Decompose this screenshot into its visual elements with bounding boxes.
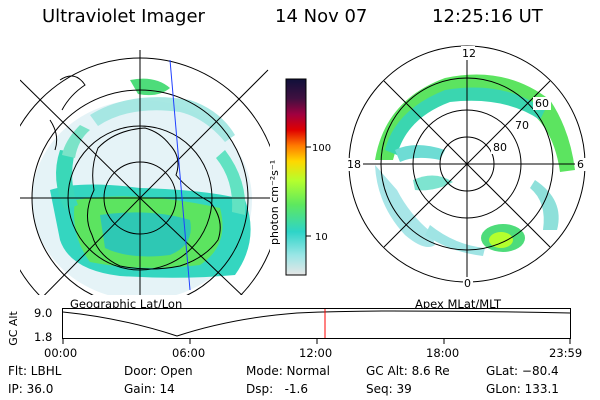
altitude-xtick-1800: 18:00 <box>426 346 460 360</box>
auroral-emission-geographic <box>32 78 252 295</box>
mlt-label-18: 18 <box>347 158 361 171</box>
altitude-plot <box>62 308 571 344</box>
colorbar-unit-label: photon cm⁻²s⁻¹ <box>268 160 281 245</box>
altitude-ylabel: GC Alt <box>6 311 20 346</box>
altitude-ytick-9: 9.0 <box>34 306 53 320</box>
magnetic-caption: Apex MLat/MLT <box>415 297 502 311</box>
status-mode: Mode: Normal <box>246 364 330 378</box>
time-label: 12:25:16 UT <box>432 6 543 27</box>
status-ip: IP: 36.0 <box>8 382 54 396</box>
altitude-xtick-0600: 06:00 <box>172 346 206 360</box>
instrument-title: Ultraviolet Imager <box>42 6 205 27</box>
coastline <box>87 127 221 270</box>
altitude-curve <box>62 310 571 337</box>
status-door: Door: Open <box>124 364 193 378</box>
status-glat: GLat: −80.4 <box>486 364 559 378</box>
orbit-track <box>169 59 191 291</box>
magnetic-image-panel: 12 18 6 0 60 70 80 <box>345 45 587 290</box>
mlt-grid <box>349 46 585 282</box>
altitude-ytick-1-8: 1.8 <box>34 330 53 344</box>
mlt-label-0: 0 <box>464 277 471 290</box>
status-gc-alt: GC Alt: 8.6 Re <box>366 364 450 378</box>
mlat-label-60: 60 <box>535 97 549 110</box>
mlt-label-6: 6 <box>577 158 584 171</box>
altitude-plot-frame <box>62 308 571 339</box>
mlt-label-12: 12 <box>462 47 476 60</box>
colorbar-label-100: 100 <box>312 143 331 154</box>
colorbar: 100 10 photon cm⁻²s⁻¹ <box>268 78 331 276</box>
altitude-xtick-0000: 00:00 <box>44 346 78 360</box>
mlat-label-70: 70 <box>515 119 529 132</box>
status-seq: Seq: 39 <box>366 382 412 396</box>
altitude-xtick-1200: 12:00 <box>299 346 333 360</box>
status-dsp: Dsp: -1.6 <box>246 382 309 396</box>
geographic-caption: Geographic Lat/Lon <box>70 297 183 311</box>
status-filter: Flt: LBHL <box>8 364 62 378</box>
mlat-label-80: 80 <box>493 141 507 154</box>
status-glon: GLon: 133.1 <box>486 382 559 396</box>
altitude-xticks <box>62 338 571 344</box>
status-gain: Gain: 14 <box>124 382 175 396</box>
geographic-image-panel <box>20 50 270 295</box>
colorbar-gradient <box>285 78 307 276</box>
date-label: 14 Nov 07 <box>275 6 368 27</box>
colorbar-label-10: 10 <box>315 232 328 243</box>
altitude-xtick-2359: 23:59 <box>549 346 583 360</box>
